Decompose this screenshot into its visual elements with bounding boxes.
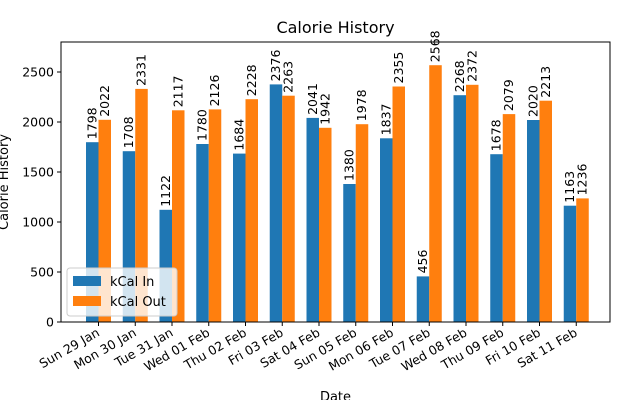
bar-value-label: 1684 [231,119,246,151]
bar-kcal-out [245,99,258,322]
bar-kcal-in [269,84,283,323]
bar-value-label: 2331 [134,54,149,86]
y-tick-label: 1000 [22,215,54,230]
bar-value-label: 2263 [281,61,296,93]
bar-value-label: 2228 [244,64,259,96]
bar-kcal-in [490,154,503,322]
bar-value-label: 1122 [158,175,173,207]
bar-kcal-in [453,95,466,322]
bar-kcal-in [343,184,356,322]
bar-value-label: 2041 [305,83,320,115]
bar-kcal-out [429,65,442,322]
bar-kcal-in [527,120,540,322]
bar-kcal-out [392,86,405,322]
bar-kcal-out [355,124,369,322]
y-tick-label: 0 [46,315,54,330]
y-tick-label: 500 [30,265,54,280]
bar-value-label: 1236 [575,164,590,196]
bar-kcal-in [563,205,577,322]
bar-value-label: 1942 [317,93,332,125]
bar-value-label: 2126 [207,75,222,107]
bar-kcal-out [135,88,148,323]
bar-value-label: 2355 [391,52,406,84]
bar-kcal-in [233,153,246,322]
bar-kcal-out [282,95,295,322]
bar-kcal-out [466,84,479,322]
bar-kcal-out [576,198,589,322]
plot-frame [60,41,611,323]
bar-value-label: 2079 [501,79,516,111]
bar-value-label: 1798 [84,107,99,139]
bar-value-label: 2213 [538,66,553,98]
bar-kcal-in [196,144,209,322]
bar-kcal-out [319,127,332,322]
bar-value-label: 1837 [378,103,393,135]
bar-kcal-out [539,100,552,322]
bar-kcal-in [416,276,430,322]
bar-kcal-out [502,114,516,322]
bar-value-label: 2372 [464,50,479,82]
bar-value-label: 1708 [121,116,136,148]
bar-kcal-out [208,109,222,323]
chart-title: Calorie History [276,18,394,37]
bar-value-label: 2376 [268,50,283,82]
y-tick-label: 2500 [22,65,54,80]
y-axis: 0 500 1000 1500 2000 2500 [22,65,61,330]
y-tick-label: 1500 [22,165,54,180]
bar-value-label: 1678 [489,119,504,151]
legend-swatch [73,276,101,286]
bar-value-label: 1780 [195,109,210,141]
legend-swatch [73,296,101,306]
legend-label: kCal Out [110,295,166,310]
bar-value-label: 456 [415,249,430,273]
bar-value-label: 2268 [452,60,467,92]
bar-value-label: 1978 [354,89,369,121]
y-axis-label: Calorie History [0,134,12,230]
legend-label: kCal In [110,275,154,290]
bar-value-label: 2568 [428,30,443,62]
bar-kcal-in [380,138,393,322]
x-axis-label: Date [320,390,351,400]
bar-value-label: 1163 [562,171,577,203]
bar-value-label: 2020 [525,85,540,117]
y-tick-label: 2000 [22,115,54,130]
bar-value-label: 1380 [342,149,357,181]
legend: kCal In kCal Out [66,267,178,317]
bar-value-label: 2117 [170,75,185,107]
bar-kcal-in [306,117,319,323]
bar-labels-layer: 1798 1708 1122 1780 1684 2376 2041 1380 1837 456 2… [84,30,589,273]
bar-value-label: 2022 [97,85,112,117]
